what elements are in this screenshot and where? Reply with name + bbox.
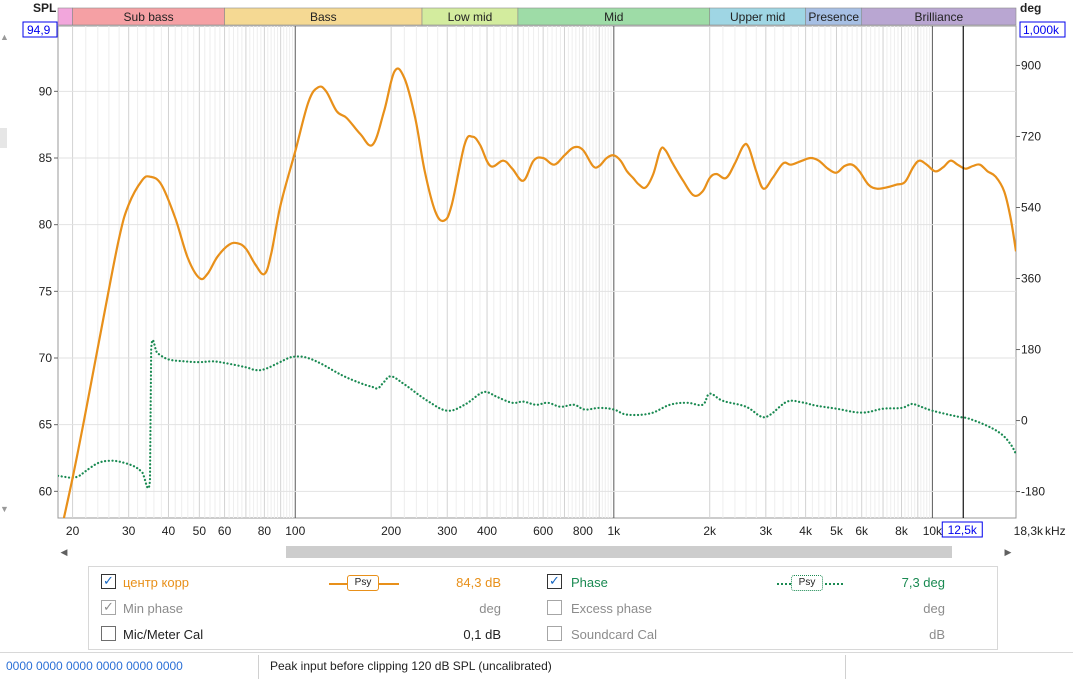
phase-psy-badge[interactable]: Psy (791, 575, 823, 591)
clipping-status-message: Peak input before clipping 120 dB SPL (u… (270, 659, 552, 673)
x-axis-tick-label: 10k (923, 524, 943, 538)
legend-row-cal: Mic/Meter Cal 0,1 dB Soundcard Cal dB (89, 623, 997, 645)
frequency-band-label: Presence (808, 10, 859, 24)
right-axis-title: deg (1020, 1, 1041, 15)
frequency-band-bar: Sub bass Bass Low mid Mid Upper mid Presence B… (57, 7, 1017, 26)
x-axis-tick-label: 300 (437, 524, 457, 538)
right-axis-tick-label: 360 (1021, 272, 1041, 286)
mic-meter-cal-value: 0,1 dB (463, 627, 501, 642)
frequency-band-label: Low mid (448, 10, 493, 24)
x-axis-tick-label: 30 (122, 524, 136, 538)
legend-row-spl: ✓ центр корр Psy 84,3 dB ✓ Phase Psy 7,3… (89, 571, 997, 593)
x-axis-tick-label: 100 (285, 524, 305, 538)
scroll-left-arrow-icon[interactable]: ◀ (60, 547, 68, 557)
frequency-band (57, 7, 73, 26)
x-axis-tick-label: 8k (895, 524, 909, 538)
x-axis-tick-label: 20 (66, 524, 80, 538)
phase-trace-checkbox[interactable]: ✓ (547, 574, 562, 589)
mic-meter-cal-checkbox[interactable] (101, 626, 116, 641)
min-phase-label: Min phase (123, 601, 183, 616)
left-axis-tick-label: 60 (39, 484, 53, 498)
x-axis-tick-label: 2k (703, 524, 717, 538)
right-axis-tick-label: 180 (1021, 343, 1041, 357)
frequency-band-label: Upper mid (730, 10, 785, 24)
right-top-value: 1,000k (1023, 23, 1060, 37)
legend-row-min-phase: ✓ Min phase deg Excess phase deg (89, 597, 997, 619)
soundcard-cal-label: Soundcard Cal (571, 627, 657, 642)
spl-trace-line (62, 67, 1016, 518)
frequency-band-label: Sub bass (124, 10, 174, 24)
input-level-readout: 0000 0000 0000 0000 0000 0000 (6, 659, 183, 673)
spl-trace (62, 67, 1016, 518)
left-axis-tick-label: 80 (39, 218, 53, 232)
phase-trace-line (58, 339, 1016, 490)
frequency-band-label: Bass (310, 10, 337, 24)
soundcard-cal-checkbox[interactable] (547, 626, 562, 641)
phase-trace-value: 7,3 deg (901, 575, 945, 590)
left-scroll-arrow-up[interactable]: ▲ (0, 32, 9, 42)
frequency-band-label: Mid (604, 10, 623, 24)
left-axis-tick-label: 90 (39, 84, 53, 98)
left-axis-title: SPL (33, 1, 56, 15)
x-axis-tick-label: 800 (573, 524, 593, 538)
cursor[interactable]: 12,5k (941, 26, 983, 538)
right-top-value-box[interactable]: 1,000k (1019, 21, 1066, 38)
x-axis-tick-label: 200 (381, 524, 401, 538)
axes: SPL deg kHz 60 65 70 75 80 85 90 -180 0 180 360 540… (33, 1, 1066, 538)
x-axis-tick-label: 400 (477, 524, 497, 538)
x-axis-tick-label: 40 (162, 524, 176, 538)
min-phase-checkbox[interactable]: ✓ (101, 600, 116, 615)
trace-legend-panel: ✓ центр корр Psy 84,3 dB ✓ Phase Psy 7,3… (88, 566, 998, 650)
phase-trace-label: Phase (571, 575, 608, 590)
x-unit-label: kHz (1045, 524, 1066, 538)
status-separator (258, 655, 259, 679)
scroll-right-arrow-icon[interactable]: ▶ (1004, 547, 1012, 557)
scroll-thumb[interactable] (286, 546, 952, 558)
left-axis-tick-label: 65 (39, 418, 53, 432)
x-axis-tick-label: 3k (759, 524, 773, 538)
grid (58, 26, 1016, 518)
status-bar: 0000 0000 0000 0000 0000 0000 Peak input… (0, 652, 1073, 685)
right-axis-tick-label: 540 (1021, 200, 1041, 214)
left-axis-tick-label: 70 (39, 351, 53, 365)
spl-trace-value: 84,3 dB (456, 575, 501, 590)
spl-trace-checkbox[interactable]: ✓ (101, 574, 116, 589)
right-axis-tick-label: 900 (1021, 58, 1041, 72)
frequency-band-label: Brilliance (915, 10, 964, 24)
left-scroll-arrow-down[interactable]: ▼ (0, 504, 9, 514)
right-axis-tick-label: -180 (1021, 485, 1045, 499)
x-axis-tick-label: 60 (218, 524, 232, 538)
right-axis-tick-label: 0 (1021, 414, 1028, 428)
cursor-value-box (941, 521, 983, 538)
excess-phase-value: deg (923, 601, 945, 616)
x-axis-tick-label: 18,3k (1014, 524, 1044, 538)
min-phase-value: deg (479, 601, 501, 616)
soundcard-cal-value: dB (929, 627, 945, 642)
spl-psy-badge[interactable]: Psy (347, 575, 379, 591)
x-axis-tick-label: 50 (193, 524, 207, 538)
left-axis-tick-label: 85 (39, 151, 53, 165)
x-axis-tick-label: 4k (799, 524, 813, 538)
excess-phase-label: Excess phase (571, 601, 652, 616)
frequency-band (861, 7, 1017, 26)
x-axis-tick-label: 6k (855, 524, 869, 538)
phase-trace (58, 339, 1016, 490)
frequency-response-plot[interactable]: Sub bass Bass Low mid Mid Upper mid Presence B… (0, 0, 1073, 566)
left-top-value: 94,9 (27, 23, 51, 37)
left-axis-tick-label: 75 (39, 284, 53, 298)
x-axis-tick-label: 1k (607, 524, 621, 538)
excess-phase-checkbox[interactable] (547, 600, 562, 615)
left-top-value-box[interactable]: 94,9 (22, 21, 58, 38)
left-panel-marker (0, 128, 7, 148)
right-axis-tick-label: 720 (1021, 129, 1041, 143)
spl-trace-label: центр корр (123, 575, 190, 590)
mic-meter-cal-label: Mic/Meter Cal (123, 627, 204, 642)
x-axis-tick-label: 600 (533, 524, 553, 538)
plot-area[interactable] (57, 25, 1017, 519)
horizontal-scrollbar[interactable]: ◀ ▶ (58, 544, 1016, 560)
status-separator (845, 655, 846, 679)
cursor-value: 12,5k (948, 523, 978, 537)
x-axis-tick-label: 5k (830, 524, 844, 538)
x-axis-tick-label: 80 (258, 524, 272, 538)
